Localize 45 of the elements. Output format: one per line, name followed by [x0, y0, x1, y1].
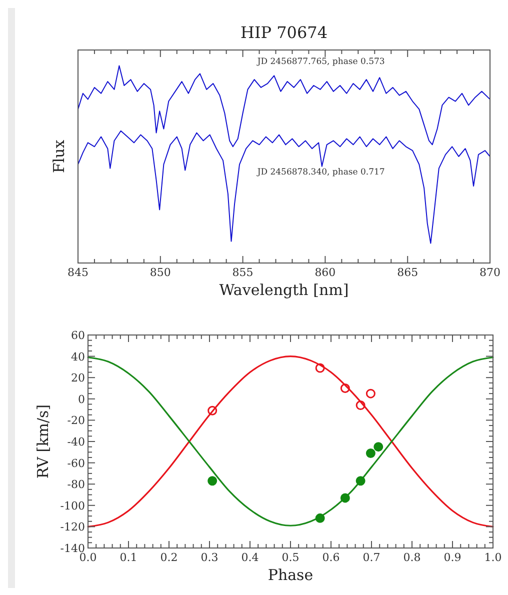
x-tick-label: 860	[314, 266, 336, 279]
x-tick-label: 0.1	[120, 551, 138, 564]
point	[374, 442, 384, 452]
x-axis-title: Phase	[268, 566, 314, 584]
x-tick-label: 0.2	[160, 551, 178, 564]
point	[356, 400, 366, 410]
annotation: JD 2456877.765, phase 0.573	[256, 57, 385, 67]
y-axis-title: Flux	[50, 139, 68, 174]
y-tick-label: 60	[71, 329, 85, 342]
x-tick-label: 1.0	[484, 551, 502, 564]
y-tick-label: 0	[78, 392, 85, 406]
y-tick-label: -60	[67, 456, 85, 470]
y-tick-label: -100	[60, 499, 85, 512]
x-tick-label: 0.8	[403, 551, 421, 564]
x-tick-label: 865	[397, 266, 418, 279]
x-tick-label: 870	[480, 266, 500, 279]
x-tick-label: 850	[150, 266, 171, 279]
x-tick-label: 0.7	[362, 551, 380, 564]
point	[208, 476, 218, 486]
y-tick-label: -120	[60, 520, 85, 534]
x-tick-label: 855	[232, 266, 254, 279]
point	[356, 476, 366, 486]
x-tick-label: 0.3	[200, 551, 218, 564]
y-tick-label: 40	[71, 350, 85, 364]
point	[366, 388, 376, 398]
y-axis-title: RV [km/s]	[34, 404, 52, 479]
annotation: JD 2456878.340, phase 0.717	[256, 168, 385, 178]
x-tick-label: 0.4	[241, 551, 259, 564]
x-tick-label: 0.9	[444, 551, 462, 564]
y-tick-label: 20	[71, 372, 85, 385]
point	[315, 363, 325, 373]
x-tick-label: 0.5	[282, 551, 300, 564]
chart-title: HIP 70674	[240, 23, 328, 42]
point	[208, 406, 218, 416]
y-tick-label: -80	[67, 478, 85, 492]
point	[340, 493, 350, 503]
x-tick-label: 0.0	[79, 551, 97, 564]
x-tick-label: 845	[68, 266, 88, 279]
y-tick-label: -20	[67, 414, 85, 428]
y-tick-label: -40	[67, 436, 85, 448]
point	[366, 448, 376, 458]
x-tick-label: 0.6	[322, 551, 340, 564]
x-axis-title: Wavelength [nm]	[219, 281, 349, 299]
point	[340, 384, 350, 393]
point	[315, 513, 325, 523]
